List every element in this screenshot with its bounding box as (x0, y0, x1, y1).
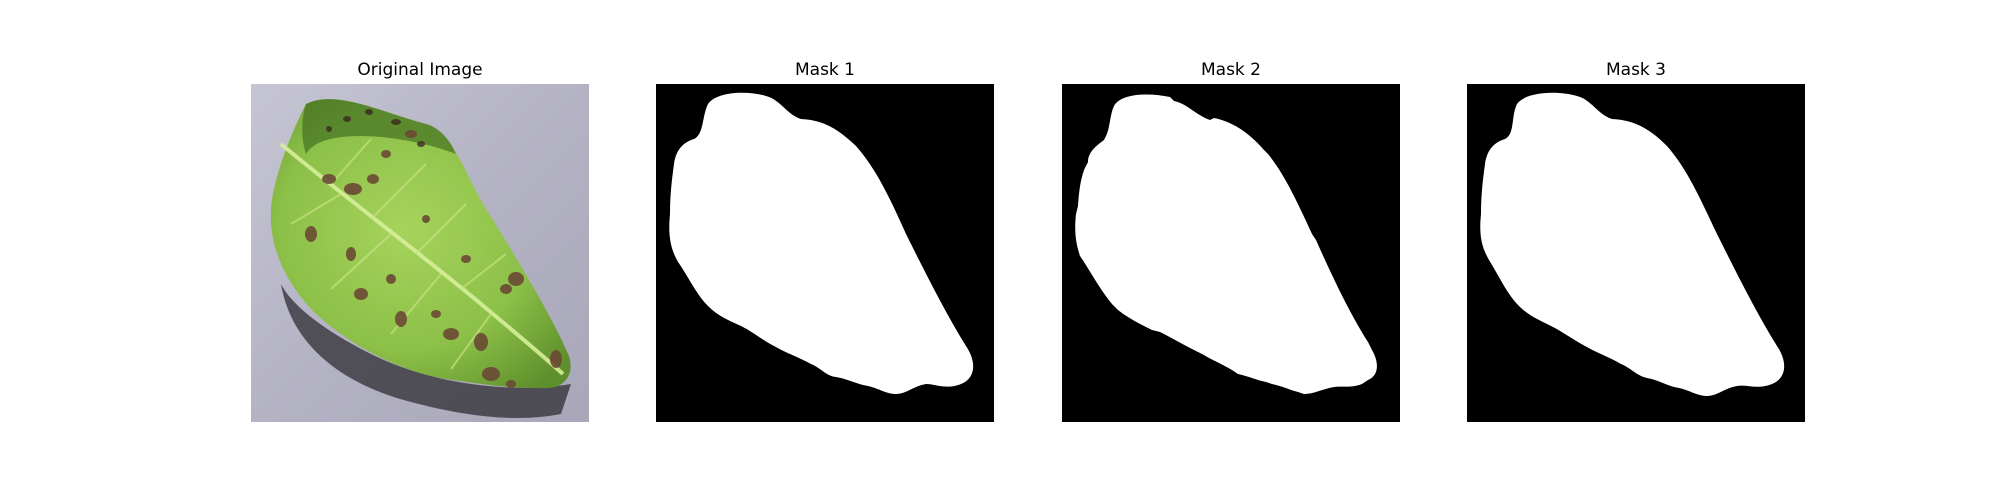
panel-mask-2: Mask 2 (1062, 58, 1400, 424)
panel-title-original: Original Image (357, 60, 483, 80)
panel-title-mask-1: Mask 1 (794, 60, 855, 80)
panel-mask-1: Mask 1 (656, 58, 994, 424)
panel-title-mask-2: Mask 2 (1200, 60, 1261, 80)
mask-2-image (1062, 84, 1400, 422)
mask-3-image (1467, 84, 1805, 422)
original-leaf-image (251, 84, 589, 422)
panel-mask-3: Mask 3 (1467, 58, 1805, 424)
panel-original-image: Original Image (251, 58, 589, 424)
mask-1-image (656, 84, 994, 422)
panel-title-mask-3: Mask 3 (1605, 60, 1666, 80)
